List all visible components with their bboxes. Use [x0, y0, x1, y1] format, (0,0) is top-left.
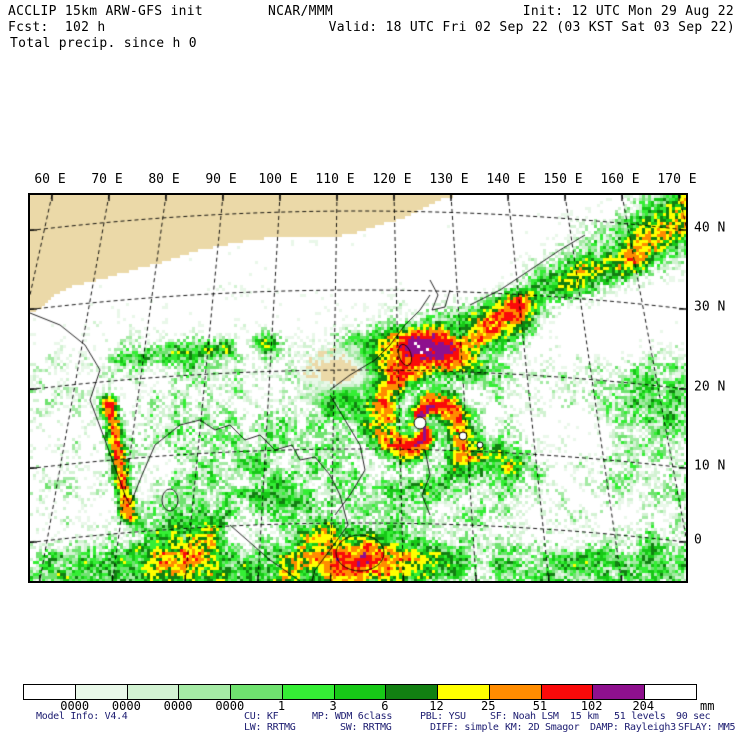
- model-info-item: 90 sec: [676, 711, 711, 722]
- model-info-item: MP: WDM 6class: [312, 711, 393, 722]
- colorbar-segment: [541, 685, 594, 699]
- field-name: Total precip. since h 0: [10, 36, 197, 51]
- colorbar-tick-label: 12: [429, 699, 444, 713]
- product-title: ACCLIP 15km ARW-GFS init: [8, 4, 204, 19]
- model-info-item: LW: RRTMG: [244, 722, 296, 733]
- colorbar-segment: [24, 685, 76, 699]
- lon-tick-label: 150 E: [543, 172, 583, 187]
- colorbar-segment: [386, 685, 439, 699]
- center-name: NCAR/MMM: [268, 4, 334, 19]
- colorbar-tick-label: 51: [532, 699, 548, 713]
- colorbar-segment: [231, 685, 283, 699]
- colorbar-tick-label: 0000: [60, 699, 90, 713]
- model-info-item: DIFF: simple: [430, 722, 499, 733]
- lon-tick-label: 130 E: [429, 172, 469, 187]
- colorbar-tick-label: 6: [381, 699, 389, 713]
- init-time: Init: 12 UTC Mon 29 Aug 22: [522, 4, 734, 19]
- colorbar-tick-label: 25: [480, 699, 496, 713]
- forecast-hour: Fcst: 102 h: [8, 20, 106, 35]
- lon-tick-label: 70 E: [91, 172, 123, 187]
- colorbar-segment: [179, 685, 232, 699]
- lon-tick-label: 80 E: [148, 172, 180, 187]
- colorbar-segment: [645, 685, 696, 699]
- colorbar-unit: mm: [700, 699, 715, 713]
- map-frame: [28, 193, 688, 583]
- colorbar-segment: [282, 685, 335, 699]
- colorbar-tick-label: 0000: [163, 699, 193, 713]
- model-info-item: PBL: YSU: [420, 711, 466, 722]
- model-info-item: SF: Noah LSM: [490, 711, 559, 722]
- colorbar-tick-label: 0000: [111, 699, 141, 713]
- colorbar-segment: [75, 685, 128, 699]
- precipitation-map-canvas: [30, 195, 686, 581]
- model-info-item: KM: 2D Smagor: [505, 722, 580, 733]
- model-info-item: Model Info: V4.4: [36, 711, 128, 722]
- model-info-item: CU: KF: [244, 711, 279, 722]
- lat-tick-label: 10 N: [694, 458, 726, 474]
- model-info-item: 51 levels: [614, 711, 666, 722]
- lon-tick-label: 90 E: [205, 172, 237, 187]
- colorbar-segment: [593, 685, 646, 699]
- lat-tick-label: 40 N: [694, 220, 726, 236]
- model-info-item: SFLAY: MM5: [678, 722, 736, 733]
- valid-time: Valid: 18 UTC Fri 02 Sep 22 (03 KST Sat …: [328, 20, 735, 35]
- lon-tick-label: 60 E: [34, 172, 66, 187]
- colorbar-segment: [127, 685, 180, 699]
- colorbar-segment: [438, 685, 490, 699]
- lat-tick-label: 20 N: [694, 379, 726, 395]
- model-info-item: 15 km: [570, 711, 599, 722]
- lat-tick-label: 30 N: [694, 299, 726, 315]
- colorbar-tick-label: 102: [580, 699, 603, 713]
- model-info-item: DAMP: Rayleigh3: [590, 722, 676, 733]
- lon-tick-label: 110 E: [315, 172, 355, 187]
- colorbar-segment: [334, 685, 387, 699]
- lon-tick-label: 170 E: [657, 172, 697, 187]
- colorbar: [23, 684, 697, 700]
- model-info-item: SW: RRTMG: [340, 722, 392, 733]
- colorbar-tick-label: 0000: [215, 699, 245, 713]
- lon-tick-label: 140 E: [486, 172, 526, 187]
- lon-tick-label: 100 E: [258, 172, 298, 187]
- colorbar-tick-label: 1: [277, 699, 286, 713]
- lon-tick-label: 160 E: [600, 172, 640, 187]
- colorbar-segment: [489, 685, 542, 699]
- lon-tick-label: 120 E: [372, 172, 412, 187]
- colorbar-tick-label: 3: [329, 699, 337, 713]
- colorbar-tick-label: 204: [632, 699, 655, 713]
- lat-tick-label: 0: [694, 532, 702, 548]
